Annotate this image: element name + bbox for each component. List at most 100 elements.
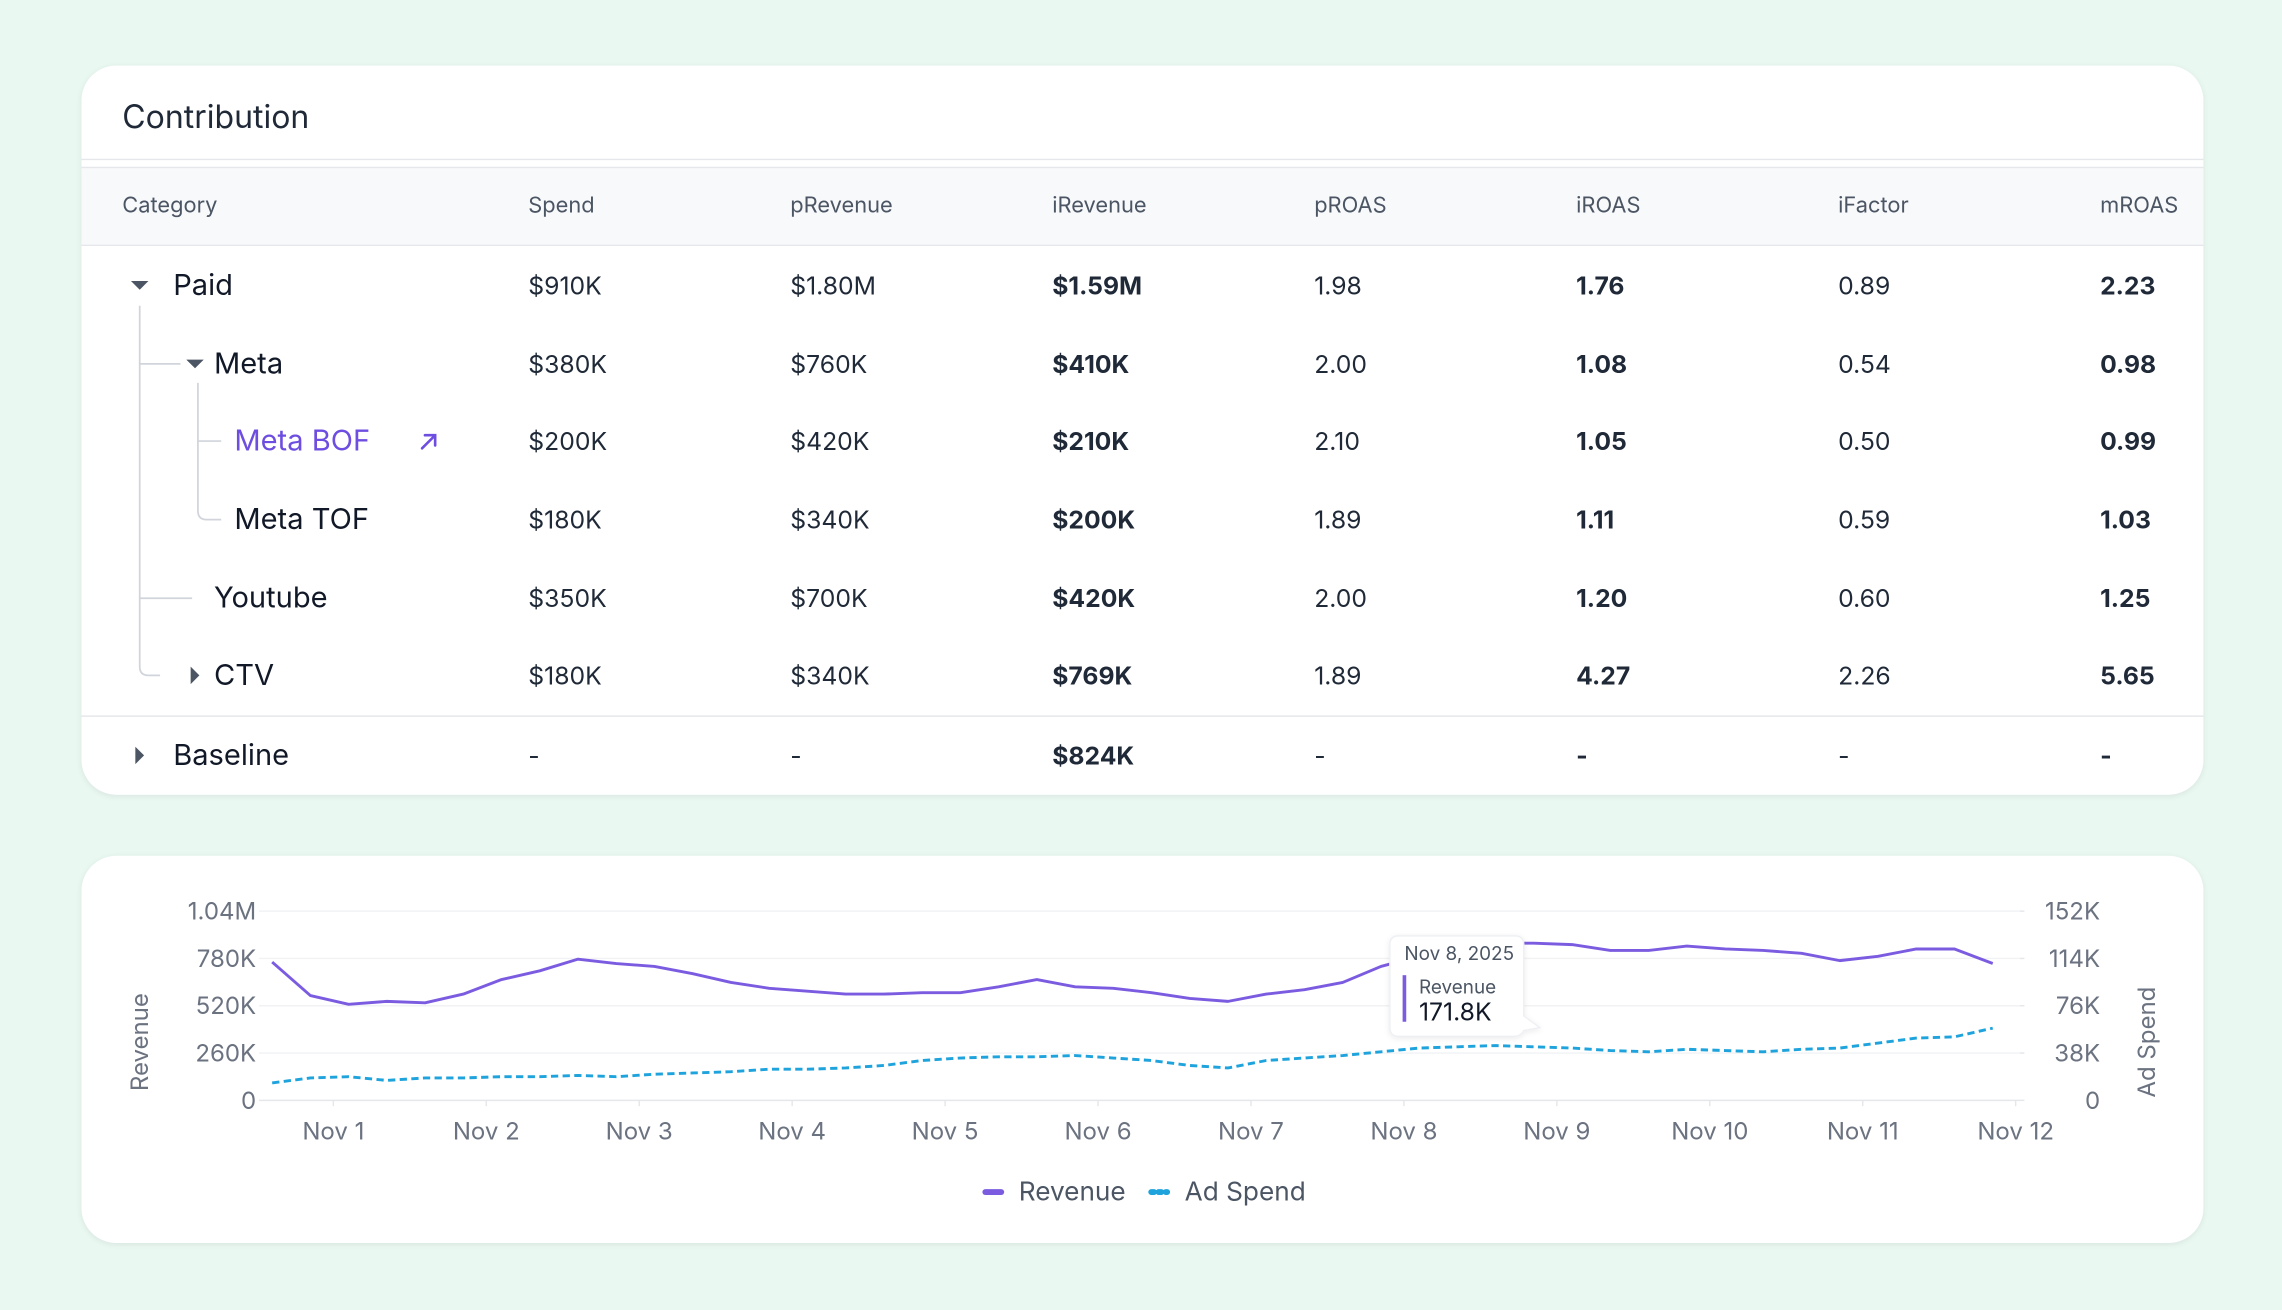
table-cell: $420K <box>790 426 869 456</box>
table-cell: 2.10 <box>1314 426 1360 456</box>
table-cell: 2.23 <box>2100 270 2155 300</box>
x-tick-label: Nov 11 <box>1827 1116 1899 1145</box>
y2-tick-label: 76K <box>2056 991 2100 1020</box>
row-name: Meta TOF <box>234 502 369 537</box>
x-tick-label: Nov 5 <box>912 1116 979 1145</box>
table-cell: - <box>1576 740 1588 770</box>
table-cell: 1.76 <box>1576 270 1624 300</box>
table-cell: $200K <box>1052 505 1135 535</box>
table-cell: $380K <box>528 349 607 379</box>
table-cell: 2.00 <box>1314 349 1367 379</box>
table-cell: $420K <box>1052 583 1135 613</box>
row-name: CTV <box>214 658 274 693</box>
table-cell: 1.98 <box>1314 270 1362 300</box>
column-header: pROAS <box>1314 192 1386 218</box>
table-cell: $760K <box>790 349 867 379</box>
table-cell: 0.59 <box>1838 505 1890 535</box>
x-tick-label: Nov 12 <box>1977 1116 2054 1145</box>
y2-tick-label: 0 <box>2085 1086 2100 1115</box>
table-cell: 0.98 <box>2100 349 2156 379</box>
table-cell: $180K <box>528 505 601 535</box>
column-header: iRevenue <box>1052 192 1146 218</box>
tree-line <box>138 305 161 677</box>
column-header: Spend <box>528 192 594 218</box>
table-cell: 5.65 <box>2100 660 2155 690</box>
tooltip-date: Nov 8, 2025 <box>1404 942 1514 965</box>
legend-label: Ad Spend <box>1185 1177 1306 1208</box>
y-tick-label: 520K <box>196 991 257 1020</box>
table-cell: 1.89 <box>1314 660 1361 690</box>
column-header: mROAS <box>2100 192 2178 218</box>
collapse-caret[interactable] <box>186 359 204 369</box>
row-name: Paid <box>173 268 233 303</box>
table-header <box>81 167 2204 245</box>
row-name: Meta <box>214 346 283 381</box>
table-cell: 1.08 <box>1576 349 1627 379</box>
table-cell: $210K <box>1052 426 1129 456</box>
column-header: iFactor <box>1838 192 1909 218</box>
table-cell: 2.00 <box>1314 583 1367 613</box>
table-cell: 1.20 <box>1576 583 1627 613</box>
table-cell: $340K <box>790 660 869 690</box>
y-axis-label: Revenue <box>125 993 154 1091</box>
table-cell: 0.99 <box>2100 426 2156 456</box>
table-cell: - <box>790 740 801 770</box>
expand-caret[interactable] <box>190 666 200 685</box>
table-cell: 1.03 <box>2100 505 2151 535</box>
card <box>81 65 2204 795</box>
table-cell: 1.11 <box>1576 505 1614 535</box>
tree-line <box>197 382 222 521</box>
x-tick-label: Nov 9 <box>1523 1116 1590 1145</box>
table-cell: 2.26 <box>1838 660 1891 690</box>
tooltip-value: 171.8K <box>1419 997 1492 1027</box>
table-cell: $340K <box>790 505 869 535</box>
row-name: Youtube <box>214 581 328 616</box>
legend-label: Revenue <box>1019 1177 1126 1208</box>
table-cell: - <box>2100 740 2112 770</box>
column-header: iROAS <box>1576 192 1640 218</box>
series-line <box>271 1026 1994 1085</box>
table-cell: - <box>1838 740 1849 770</box>
table-cell: 0.60 <box>1838 583 1890 613</box>
table-cell: - <box>1314 740 1325 770</box>
y2-tick-label: 38K <box>2054 1039 2100 1068</box>
tooltip-series: Revenue <box>1419 975 1496 998</box>
x-tick-label: Nov 7 <box>1218 1116 1284 1145</box>
tree-lines <box>138 305 222 677</box>
table-cell: $410K <box>1052 349 1129 379</box>
table-cell: $824K <box>1052 740 1134 770</box>
x-tick-label: Nov 8 <box>1370 1116 1437 1145</box>
x-tick-label: Nov 10 <box>1671 1116 1748 1145</box>
x-tick-label: Nov 3 <box>606 1116 673 1145</box>
table-cell: 0.54 <box>1838 349 1891 379</box>
contribution-card: Contribution Category Spend pRevenue iReven… <box>81 65 2204 795</box>
chart-card <box>81 855 2204 1243</box>
y2-tick-label: 152K <box>2045 897 2100 926</box>
x-tick-label: Nov 4 <box>758 1116 826 1145</box>
table-cell: $350K <box>528 583 606 613</box>
expand-caret[interactable] <box>135 746 145 765</box>
table-cell: $700K <box>790 583 867 613</box>
table-cell: 1.25 <box>2100 583 2150 613</box>
y2-tick-label: 114K <box>2049 944 2100 973</box>
x-tick-label: Nov 6 <box>1064 1116 1131 1145</box>
y-tick-label: 0 <box>241 1086 256 1115</box>
table-cell: $1.59M <box>1052 270 1142 300</box>
open-link-icon[interactable] <box>420 433 437 450</box>
table-cell: $1.80M <box>790 270 876 300</box>
tooltip-box <box>1389 935 1542 1038</box>
y-tick-label: 1.04M <box>188 897 256 926</box>
row-link[interactable]: Meta BOF <box>234 424 370 459</box>
card-title: Contribution <box>122 97 309 136</box>
y2-axis-label: Ad Spend <box>2132 987 2161 1098</box>
table-cell: $200K <box>528 426 607 456</box>
table-cell: $910K <box>528 270 602 300</box>
column-header: pRevenue <box>790 192 893 218</box>
collapse-caret[interactable] <box>130 280 149 290</box>
table-cell: 1.05 <box>1576 426 1627 456</box>
chart: 0 260K 520K 780K 1.04M 0 38K 76K 114K 152K Nov 1 No… <box>125 897 2161 1208</box>
table-cell: - <box>528 740 539 770</box>
x-tick-label: Nov 1 <box>302 1116 364 1145</box>
